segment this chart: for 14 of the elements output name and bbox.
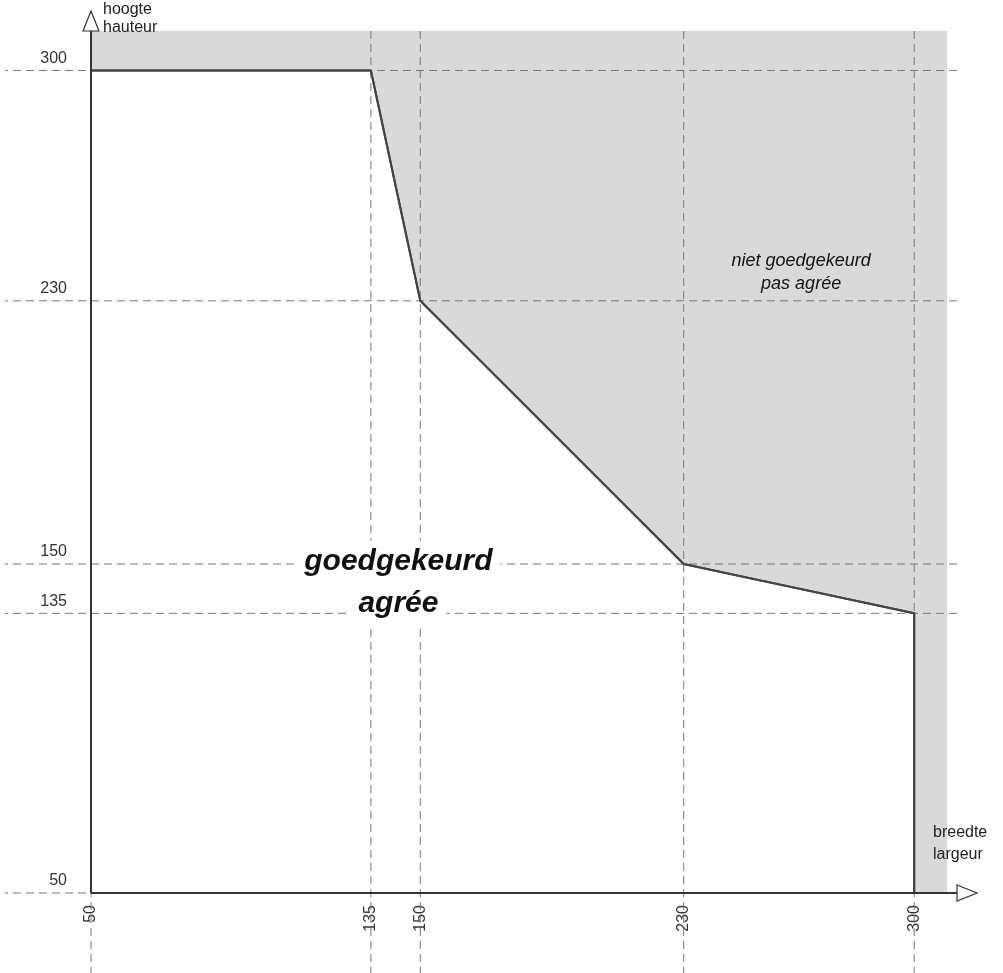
x-tick-label: 150 [410,904,428,932]
annotation: goedgekeurd agrée [303,542,494,618]
y-tick-label: 150 [40,542,68,560]
x-axis-title: breedte largeur [933,823,988,863]
x-tick-label: 135 [361,904,379,932]
x-tick-label: 300 [904,904,922,932]
annotation: niet goedgekeurd pas agrée [731,249,872,293]
x-tick-label: 230 [674,904,692,932]
y-tick-label: 300 [40,48,68,66]
x-tick-label: 50 [81,904,99,923]
y-tick-label: 50 [49,871,68,889]
y-tick-label: 230 [40,279,68,297]
y-axis-title: hoogte hauteur [103,0,158,36]
y-tick-label: 135 [40,591,68,609]
